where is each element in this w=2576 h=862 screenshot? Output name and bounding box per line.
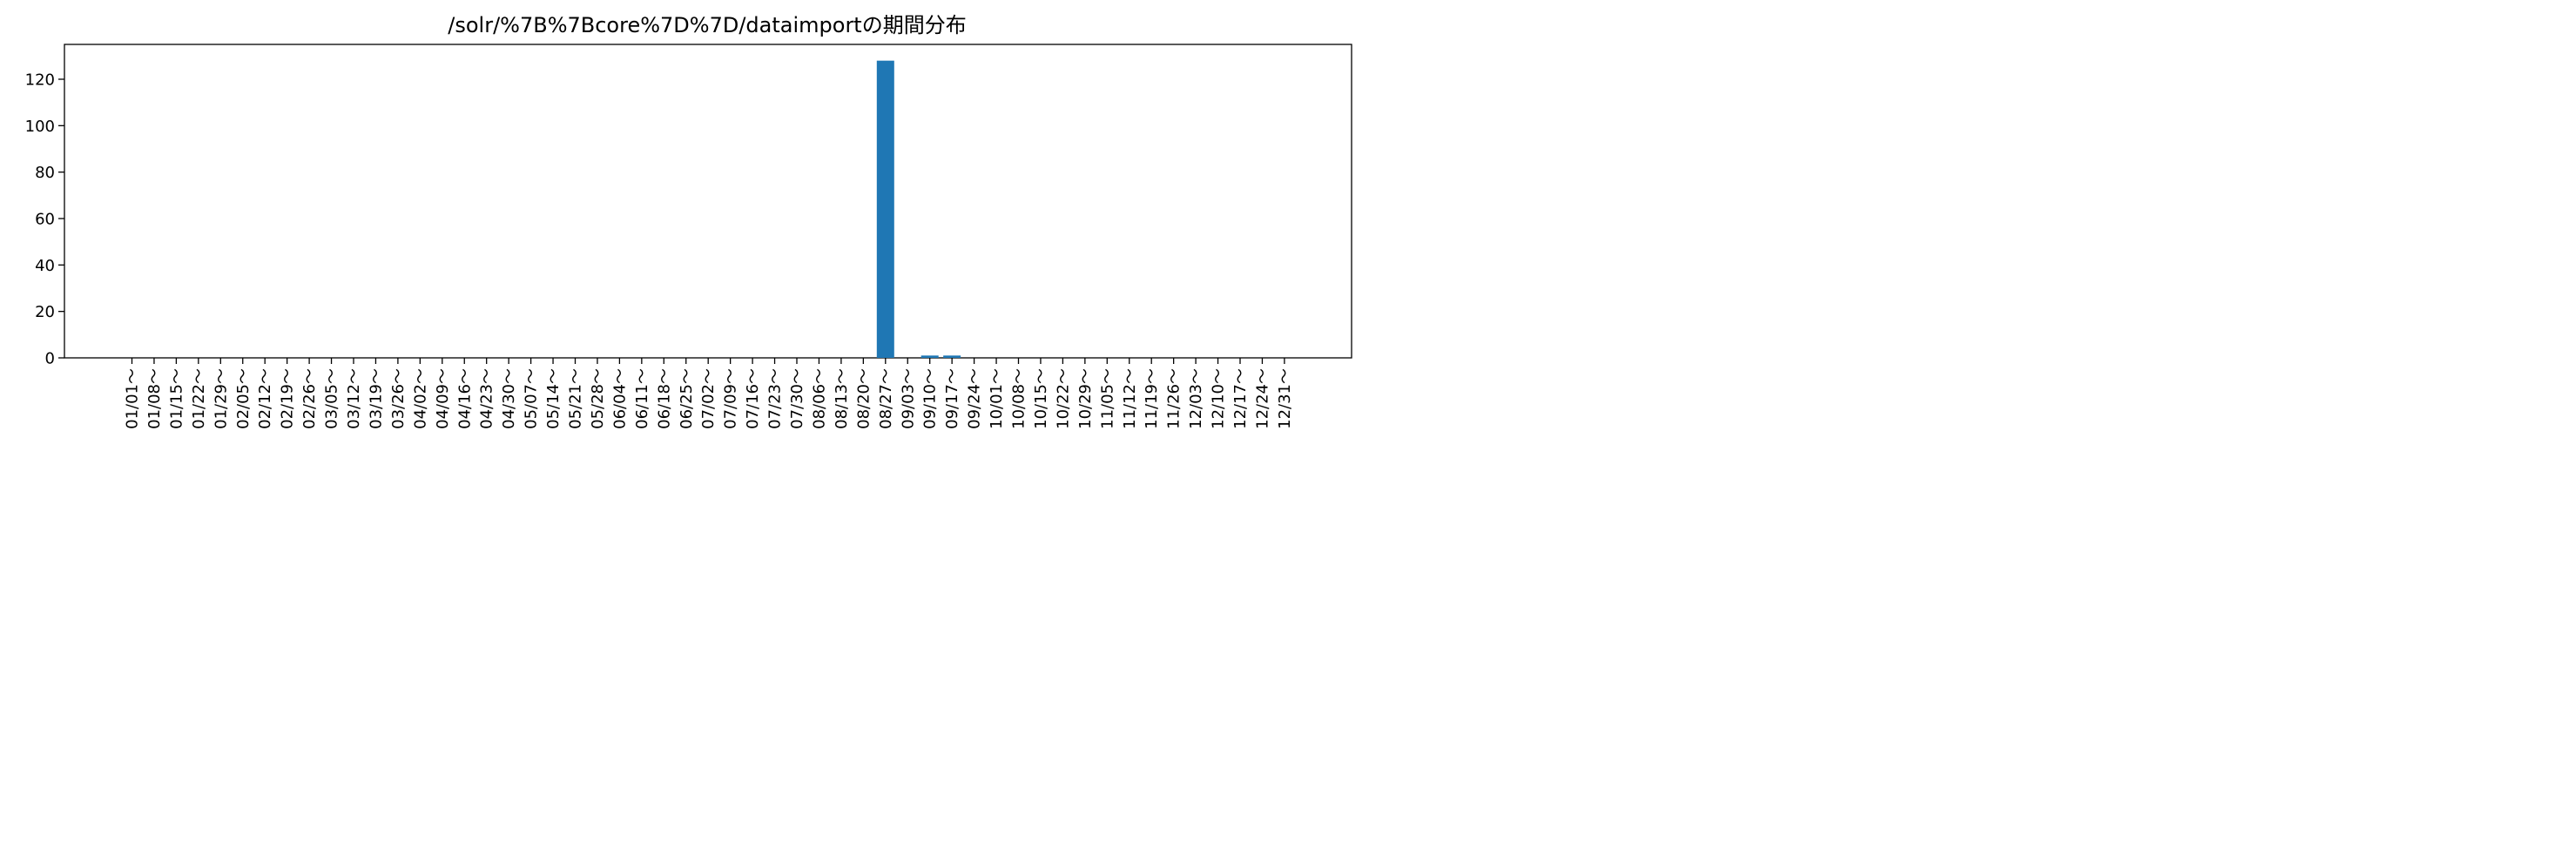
x-tick-label: 02/05～ xyxy=(234,368,253,429)
x-tick-label: 04/23～ xyxy=(478,368,496,429)
x-tick-label: 08/06～ xyxy=(810,368,828,429)
x-tick-label: 09/17～ xyxy=(943,368,961,429)
x-tick-label: 04/02～ xyxy=(411,368,429,429)
x-tick-label: 01/08～ xyxy=(145,368,164,429)
x-tick-label: 12/17～ xyxy=(1231,368,1250,429)
y-tick-label: 120 xyxy=(25,71,55,90)
x-tick-label: 04/16～ xyxy=(455,368,474,429)
x-tick-label: 10/01～ xyxy=(988,368,1006,429)
x-tick-label: 10/22～ xyxy=(1054,368,1072,429)
y-tick-label: 0 xyxy=(45,350,55,368)
x-tick-label: 12/24～ xyxy=(1253,368,1271,429)
x-tick-label: 07/16～ xyxy=(744,368,762,429)
x-tick-label: 10/29～ xyxy=(1076,368,1095,429)
x-tick-label: 02/12～ xyxy=(256,368,274,429)
x-tick-label: 01/29～ xyxy=(212,368,230,429)
plot-frame xyxy=(64,44,1352,359)
x-tick-label: 11/26～ xyxy=(1165,368,1183,429)
x-tick-label: 10/08～ xyxy=(1010,368,1028,429)
x-tick-label: 05/14～ xyxy=(544,368,563,429)
x-tick-label: 12/03～ xyxy=(1187,368,1205,429)
y-tick-label: 100 xyxy=(25,118,55,136)
x-tick-label: 03/12～ xyxy=(345,368,363,429)
x-tick-label: 11/05～ xyxy=(1098,368,1116,429)
x-tick-label: 02/26～ xyxy=(300,368,319,429)
x-tick-label: 11/12～ xyxy=(1121,368,1139,429)
x-tick-label: 06/18～ xyxy=(655,368,673,429)
x-tick-label: 01/15～ xyxy=(167,368,185,429)
x-tick-label: 03/05～ xyxy=(323,368,341,429)
bar xyxy=(943,355,961,358)
x-tick-label: 06/04～ xyxy=(610,368,629,429)
x-tick-label: 07/23～ xyxy=(766,368,785,429)
x-tick-label: 12/10～ xyxy=(1210,368,1228,429)
x-tick-label: 12/31～ xyxy=(1276,368,1294,429)
x-tick-label: 08/27～ xyxy=(877,368,895,429)
bars xyxy=(876,60,961,359)
x-tick-label: 03/19～ xyxy=(367,368,385,429)
chart-title: /solr/%7B%7Bcore%7D%7D/dataimportの期間分布 xyxy=(448,13,966,37)
x-tick-label: 04/09～ xyxy=(434,368,452,429)
x-tick-label: 01/01～ xyxy=(124,368,142,429)
x-tick-label: 06/25～ xyxy=(678,368,696,429)
x-tick-label: 09/03～ xyxy=(899,368,917,429)
y-axis: 0 20 40 60 80 100 120 xyxy=(25,71,64,368)
x-tick-label: 04/30～ xyxy=(500,368,518,429)
x-tick-label: 09/10～ xyxy=(921,368,940,429)
y-tick-label: 40 xyxy=(35,257,55,275)
y-tick-label: 80 xyxy=(35,164,55,182)
x-tick-label: 01/22～ xyxy=(190,368,208,429)
x-tick-label: 07/30～ xyxy=(788,368,806,429)
bar-chart: /solr/%7B%7Bcore%7D%7D/dataimportの期間分布 0… xyxy=(25,13,1352,429)
x-tick-label: 05/07～ xyxy=(523,368,541,429)
x-tick-label: 05/21～ xyxy=(567,368,585,429)
x-tick-label: 02/19～ xyxy=(279,368,297,429)
x-axis: 01/01～ 01/08～ 01/15～ 01/22～ 01/29～ 02/05～ 02/1… xyxy=(124,358,1294,429)
x-tick-label: 09/24～ xyxy=(966,368,984,429)
x-tick-label: 11/19～ xyxy=(1143,368,1161,429)
x-tick-label: 08/13～ xyxy=(833,368,851,429)
x-tick-label: 06/11～ xyxy=(633,368,651,429)
x-tick-label: 07/09～ xyxy=(722,368,740,429)
y-tick-label: 60 xyxy=(35,211,55,229)
x-tick-label: 03/26～ xyxy=(389,368,408,429)
bar xyxy=(920,355,939,358)
x-tick-label: 07/02～ xyxy=(699,368,718,429)
bar xyxy=(876,60,894,359)
x-tick-label: 08/20～ xyxy=(854,368,873,429)
x-tick-label: 10/15～ xyxy=(1032,368,1050,429)
y-tick-label: 20 xyxy=(35,303,55,321)
x-tick-label: 05/28～ xyxy=(589,368,607,429)
